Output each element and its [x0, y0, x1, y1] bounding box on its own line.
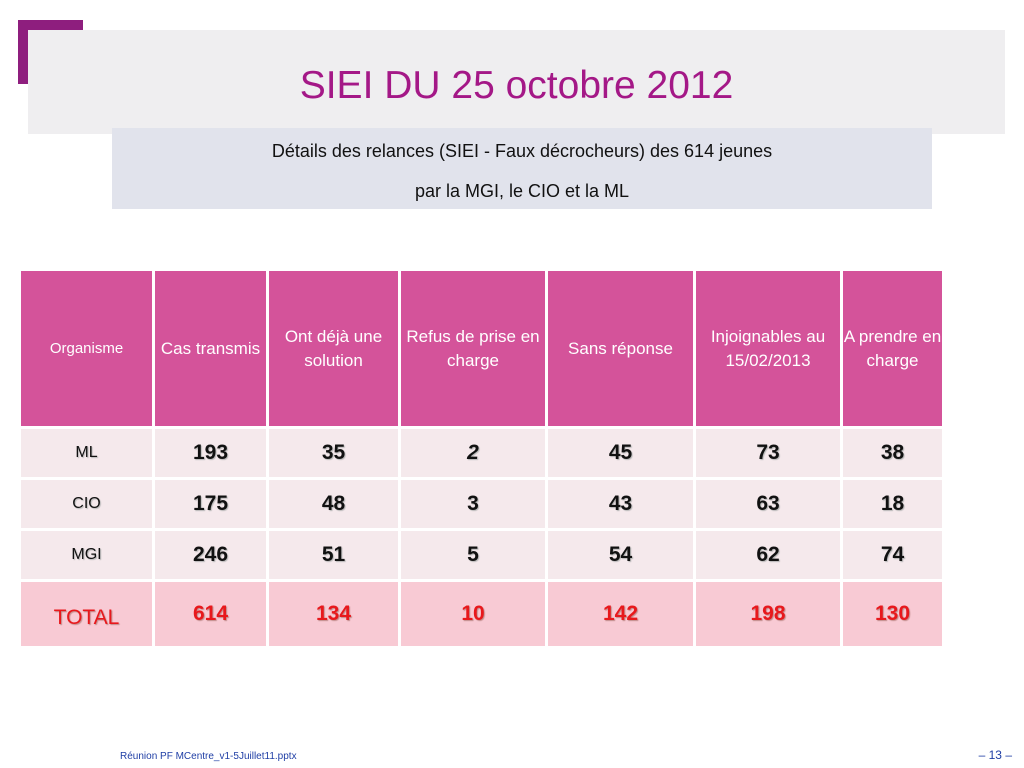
cell-injoignables: 62 — [693, 528, 843, 582]
cell-injoignables: 63 — [693, 477, 843, 531]
header-refus: Refus de prise en charge — [398, 268, 548, 429]
cell-sans-reponse: 45 — [545, 426, 696, 480]
cell-cas-transmis: 246 — [152, 528, 269, 582]
corner-accent-horizontal — [18, 20, 83, 31]
cell-sans-reponse: 54 — [545, 528, 696, 582]
header-a-prendre: A prendre en charge — [840, 268, 945, 429]
header-cas-transmis: Cas transmis — [152, 268, 269, 429]
total-sans-reponse: 142 — [545, 579, 696, 649]
cell-refus: 2 — [398, 426, 548, 480]
total-label: TOTAL — [18, 579, 155, 649]
row-label: ML — [18, 426, 155, 480]
cell-a-prendre: 18 — [840, 477, 945, 531]
cell-injoignables: 73 — [693, 426, 843, 480]
total-a-prendre: 130 — [840, 579, 945, 649]
cell-a-prendre: 38 — [840, 426, 945, 480]
row-label: MGI — [18, 528, 155, 582]
cell-sans-reponse: 43 — [545, 477, 696, 531]
cell-a-prendre: 74 — [840, 528, 945, 582]
table-row-cio: CIO 175 48 3 43 63 18 — [18, 477, 945, 531]
subtitle-box: Détails des relances (SIEI - Faux décroc… — [112, 128, 932, 209]
subtitle-line-2: par la MGI, le CIO et la ML — [414, 181, 630, 201]
footer-page-number: – 13 – — [978, 748, 1012, 762]
cell-ont-solution: 51 — [266, 528, 401, 582]
table-row-ml: ML 193 35 2 45 73 38 — [18, 426, 945, 480]
total-cas-transmis: 614 — [152, 579, 269, 649]
cell-ont-solution: 35 — [266, 426, 401, 480]
relances-table: Organisme Cas transmis Ont déjà une solu… — [18, 268, 945, 649]
title-band — [28, 30, 1005, 134]
corner-accent-vertical — [18, 20, 29, 84]
table-row-total: TOTAL 614 134 10 142 198 130 — [18, 579, 945, 649]
footer-filename: Réunion PF MCentre_v1-5Juillet11.pptx — [120, 751, 297, 762]
cell-ont-solution: 48 — [266, 477, 401, 531]
total-refus: 10 — [398, 579, 548, 649]
row-label: CIO — [18, 477, 155, 531]
subtitle-line-1: Détails des relances (SIEI - Faux décroc… — [271, 141, 773, 161]
header-ont-solution: Ont déjà une solution — [266, 268, 401, 429]
cell-cas-transmis: 193 — [152, 426, 269, 480]
header-row: Organisme Cas transmis Ont déjà une solu… — [18, 268, 945, 429]
header-sans-reponse: Sans réponse — [545, 268, 696, 429]
header-organisme: Organisme — [18, 268, 155, 429]
cell-cas-transmis: 175 — [152, 477, 269, 531]
cell-refus: 3 — [398, 477, 548, 531]
table-row-mgi: MGI 246 51 5 54 62 74 — [18, 528, 945, 582]
total-injoignables: 198 — [693, 579, 843, 649]
cell-refus: 5 — [398, 528, 548, 582]
slide-title: SIEI DU 25 octobre 2012 — [299, 64, 734, 107]
total-ont-solution: 134 — [266, 579, 401, 649]
header-injoignables: Injoignables au 15/02/2013 — [693, 268, 843, 429]
